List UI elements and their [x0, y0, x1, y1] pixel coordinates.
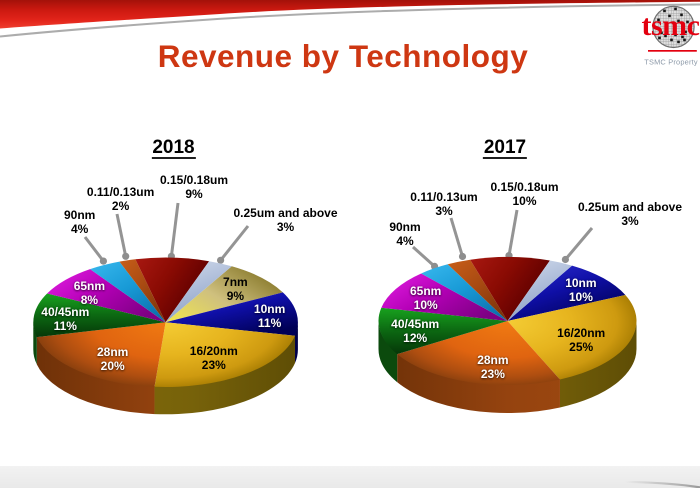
svg-text:tsmc: tsmc: [642, 9, 700, 42]
svg-text:TSMC Property: TSMC Property: [644, 57, 698, 66]
